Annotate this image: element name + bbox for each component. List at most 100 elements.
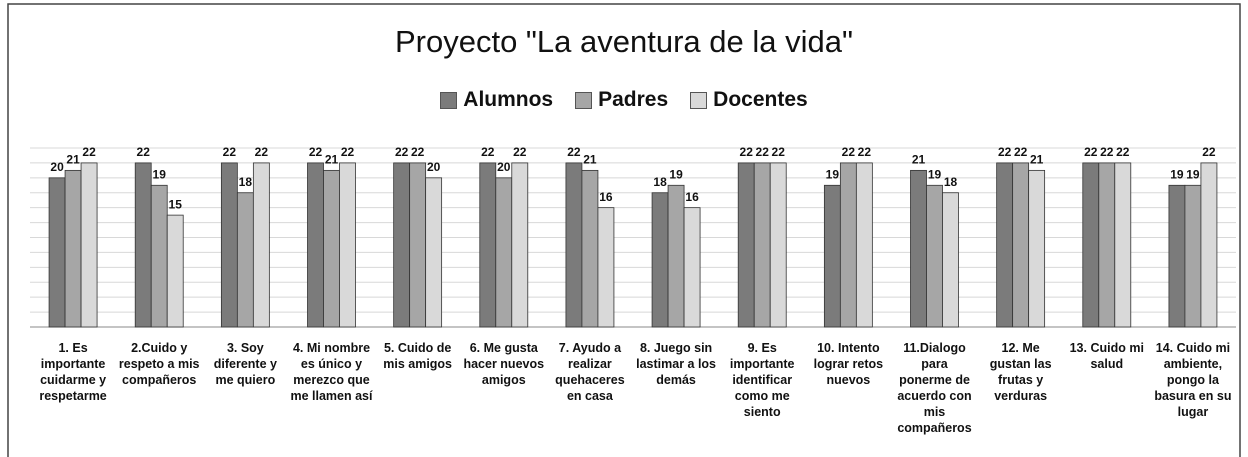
bar: [926, 184, 943, 328]
data-label: 16: [685, 190, 699, 204]
data-label: 18: [653, 175, 667, 189]
data-label: 22: [1100, 145, 1114, 159]
bar: [150, 184, 168, 328]
bar: [581, 169, 599, 328]
bar: [166, 214, 184, 328]
data-label: 22: [82, 145, 96, 159]
bar: [307, 162, 324, 328]
bar: [597, 207, 615, 328]
bar: [409, 162, 427, 328]
data-label: 19: [669, 167, 683, 181]
data-label: 15: [169, 197, 183, 211]
data-label: 22: [411, 145, 425, 159]
x-tick-label: 13. Cuido mi salud: [1069, 341, 1144, 371]
legend: Alumnos Padres Docentes: [0, 88, 1248, 112]
x-tick-label: 5. Cuido de mis amigos: [383, 341, 453, 371]
bar: [220, 162, 238, 328]
bar: [1114, 162, 1132, 328]
data-label: 22: [1202, 145, 1216, 159]
x-tick-label: 3. Soy diferente y me quiero: [213, 341, 277, 387]
bar: [565, 162, 583, 328]
bar: [236, 192, 254, 328]
data-label: 22: [481, 145, 495, 159]
bar: [996, 162, 1014, 328]
legend-item: Alumnos: [440, 88, 553, 112]
x-tick-label: 12. Me gustan las frutas y verduras: [989, 341, 1052, 403]
legend-label: Docentes: [713, 88, 808, 111]
bar: [511, 162, 529, 328]
bar: [1168, 184, 1186, 328]
bar: [479, 162, 497, 328]
bar: [425, 177, 443, 328]
data-label: 22: [842, 145, 856, 159]
data-label: 19: [928, 167, 942, 181]
legend-label: Padres: [598, 88, 669, 111]
bar: [1082, 162, 1100, 328]
data-label: 20: [50, 160, 64, 174]
data-label: 22: [567, 145, 581, 159]
bar: [839, 162, 857, 328]
bar: [1184, 184, 1202, 328]
data-label: 22: [756, 145, 770, 159]
bar: [823, 184, 841, 328]
x-tick-label: 6. Me gusta hacer nuevos amigos: [463, 341, 545, 387]
chart-title: Proyecto "La aventura de la vida": [394, 24, 853, 59]
bar: [753, 162, 771, 328]
data-label: 18: [944, 175, 958, 189]
x-tick-label: 11.Dialogo para ponerme de acuerdo con m…: [897, 341, 972, 435]
bar: [942, 192, 959, 328]
data-label: 22: [772, 145, 786, 159]
data-label: 22: [137, 145, 151, 159]
bar: [323, 169, 340, 328]
bar: [1200, 162, 1218, 328]
bar: [910, 169, 927, 328]
bar: [769, 162, 787, 328]
bar: [667, 184, 685, 328]
data-label: 20: [427, 160, 441, 174]
frame: [7, 3, 1241, 457]
x-tick-label: 4. Mi nombre es único y merezco que me l…: [290, 341, 373, 403]
legend-swatch: [440, 91, 458, 109]
bar: [393, 162, 411, 328]
legend-item: Padres: [575, 88, 668, 112]
data-label: 22: [341, 145, 355, 159]
legend-swatch: [690, 91, 708, 109]
x-tick-label: 10. Intento lograr retos nuevos: [813, 341, 884, 387]
legend-label: Alumnos: [463, 88, 554, 111]
data-label: 20: [497, 160, 511, 174]
bar: [855, 162, 873, 328]
x-tick-label: 1. Es importante cuidarme y respetarme: [39, 341, 107, 403]
data-label: 21: [66, 153, 80, 167]
bar: [683, 207, 701, 328]
data-label: 21: [1030, 153, 1044, 167]
data-label: 22: [1084, 145, 1098, 159]
data-label: 22: [858, 145, 872, 159]
data-label: 22: [740, 145, 754, 159]
data-label: 19: [1170, 167, 1184, 181]
bar: [134, 162, 152, 328]
bar: [1012, 162, 1030, 328]
data-label: 22: [1116, 145, 1130, 159]
bar: [64, 169, 82, 328]
bar: [48, 177, 66, 328]
data-label: 21: [583, 153, 597, 167]
data-label: 22: [395, 145, 409, 159]
bar: [495, 177, 513, 328]
bar: [651, 192, 669, 328]
bar: [737, 162, 755, 328]
data-label: 19: [1186, 167, 1200, 181]
x-tick-label: 2.Cuido y respeto a mis compañeros: [118, 341, 200, 387]
data-label: 18: [239, 175, 253, 189]
data-label: 21: [912, 153, 926, 167]
x-tick-label: 9. Es importante identificar como me sie…: [729, 341, 795, 419]
bar: [252, 162, 270, 328]
data-label: 21: [325, 153, 339, 167]
data-label: 22: [309, 145, 323, 159]
data-label: 16: [599, 190, 613, 204]
legend-swatch: [575, 91, 593, 109]
data-label: 22: [223, 145, 237, 159]
bar: [1098, 162, 1116, 328]
data-label: 22: [255, 145, 269, 159]
